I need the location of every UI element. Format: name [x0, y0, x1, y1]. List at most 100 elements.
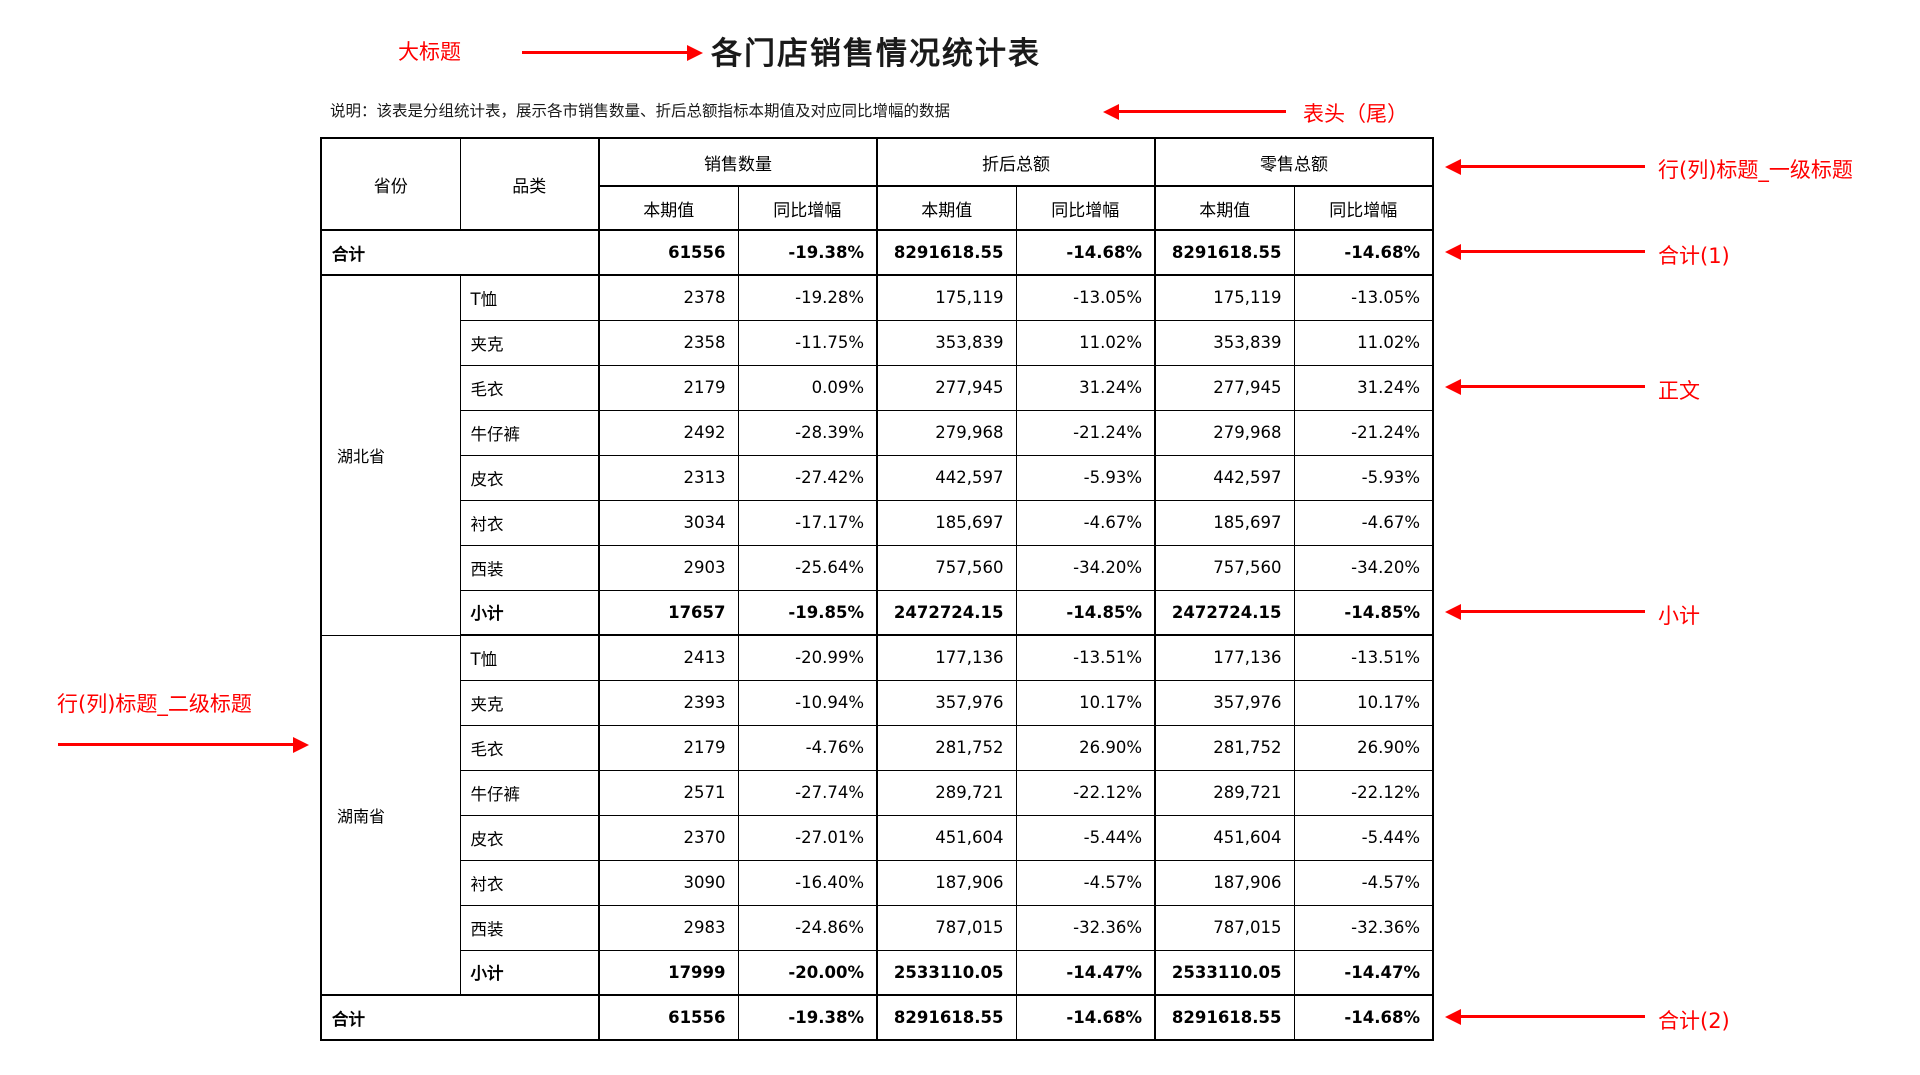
category-cell: 西装: [459, 904, 600, 951]
value-cell: 177,136: [1154, 634, 1295, 681]
value-cell: 187,906: [1154, 859, 1295, 906]
value-cell: 26.90%: [1293, 724, 1434, 771]
category-cell: T恤: [459, 274, 600, 321]
header-retail-total: 零售总额: [1154, 137, 1434, 187]
value-cell: 61556: [598, 994, 739, 1041]
value-cell: 10.17%: [1293, 679, 1434, 726]
province-cell: 湖北省: [320, 274, 461, 636]
arrow-left-icon: [1103, 103, 1286, 120]
value-cell: -19.38%: [737, 994, 878, 1041]
header-current-value: 本期值: [598, 185, 739, 231]
category-cell: 皮衣: [459, 814, 600, 861]
value-cell: 31.24%: [1293, 364, 1434, 411]
header-discounted-total: 折后总额: [876, 137, 1156, 187]
value-cell: -13.05%: [1293, 274, 1434, 321]
category-cell: 夹克: [459, 679, 600, 726]
value-cell: -13.51%: [1015, 634, 1156, 681]
stats-table: 省份 品类 销售数量 折后总额 零售总额 本期值 同比增幅 本期值 同比增幅 本…: [320, 137, 1434, 1041]
arrow-left-icon: [1445, 243, 1645, 260]
table-row: 西装 2903 -25.64% 757,560 -34.20% 757,560 -34.20…: [321, 544, 1434, 591]
value-cell: 26.90%: [1015, 724, 1156, 771]
value-cell: -27.74%: [737, 769, 878, 816]
value-cell: 451,604: [876, 814, 1017, 861]
category-cell: 小计: [459, 949, 600, 996]
value-cell: 61556: [598, 229, 739, 276]
value-cell: -32.36%: [1293, 904, 1434, 951]
category-cell: 牛仔裤: [459, 409, 600, 456]
table-body: 合计 61556 -19.38% 8291618.55 -14.68% 8291618.5…: [320, 229, 1434, 1041]
value-cell: 2358: [598, 319, 739, 366]
value-cell: 8291618.55: [1154, 229, 1295, 276]
value-cell: 3090: [598, 859, 739, 906]
value-cell: 2903: [598, 544, 739, 591]
value-cell: 2472724.15: [1154, 589, 1295, 636]
header-current-value: 本期值: [1154, 185, 1295, 231]
value-cell: 2393: [598, 679, 739, 726]
value-cell: 11.02%: [1293, 319, 1434, 366]
value-cell: 787,015: [876, 904, 1017, 951]
value-cell: 442,597: [876, 454, 1017, 501]
value-cell: -4.76%: [737, 724, 878, 771]
annotation-total-2: 合计(2): [1658, 1009, 1730, 1033]
grand-total-row-bottom: 合计 61556 -19.38% 8291618.55 -14.68% 8291618.5…: [320, 994, 1434, 1041]
value-cell: -4.67%: [1293, 499, 1434, 546]
value-cell: -19.38%: [737, 229, 878, 276]
arrow-left-icon: [1445, 603, 1645, 620]
value-cell: -4.67%: [1015, 499, 1156, 546]
value-cell: -34.20%: [1293, 544, 1434, 591]
value-cell: 185,697: [1154, 499, 1295, 546]
table-row: 衬衣 3034 -17.17% 185,697 -4.67% 185,697 -4.67%: [321, 499, 1434, 546]
value-cell: 357,976: [1154, 679, 1295, 726]
value-cell: -13.05%: [1015, 274, 1156, 321]
value-cell: 2179: [598, 364, 739, 411]
value-cell: 279,968: [876, 409, 1017, 456]
value-cell: 281,752: [876, 724, 1017, 771]
table-row: 牛仔裤 2492 -28.39% 279,968 -21.24% 279,968 -21.2…: [321, 409, 1434, 456]
value-cell: 2533110.05: [876, 949, 1017, 996]
value-cell: -34.20%: [1015, 544, 1156, 591]
value-cell: 357,976: [876, 679, 1017, 726]
value-cell: -4.57%: [1293, 859, 1434, 906]
header-yoy-growth: 同比增幅: [1015, 185, 1156, 231]
province-cell: 湖南省: [320, 634, 461, 996]
value-cell: -14.68%: [1015, 994, 1156, 1041]
value-cell: -27.42%: [737, 454, 878, 501]
table-row: 衬衣 3090 -16.40% 187,906 -4.57% 187,906 -4.57%: [321, 859, 1434, 906]
value-cell: 2533110.05: [1154, 949, 1295, 996]
value-cell: -5.93%: [1293, 454, 1434, 501]
category-cell: 夹克: [459, 319, 600, 366]
total-label-cell: 合计: [320, 994, 600, 1041]
page-title: 各门店销售情况统计表: [711, 36, 1041, 72]
value-cell: -20.00%: [737, 949, 878, 996]
value-cell: 3034: [598, 499, 739, 546]
header-yoy-growth: 同比增幅: [737, 185, 878, 231]
header-row-groups: 省份 品类 销售数量 折后总额 零售总额: [320, 137, 1434, 231]
value-cell: 787,015: [1154, 904, 1295, 951]
value-cell: 289,721: [876, 769, 1017, 816]
value-cell: 2413: [598, 634, 739, 681]
table-row: 夹克 2393 -10.94% 357,976 10.17% 357,976 10.17%: [321, 679, 1434, 726]
value-cell: -11.75%: [737, 319, 878, 366]
value-cell: 175,119: [876, 274, 1017, 321]
header-yoy-growth: 同比增幅: [1293, 185, 1434, 231]
annotation-body-text: 正文: [1658, 379, 1700, 403]
value-cell: -4.57%: [1015, 859, 1156, 906]
table-row: 皮衣 2370 -27.01% 451,604 -5.44% 451,604 -5.44%: [321, 814, 1434, 861]
table-row: 湖南省 T恤 2413 -20.99% 177,136 -13.51% 177,136 -13…: [320, 634, 1434, 996]
arrow-left-icon: [1445, 158, 1645, 175]
value-cell: -14.47%: [1015, 949, 1156, 996]
value-cell: -14.85%: [1293, 589, 1434, 636]
value-cell: 8291618.55: [1154, 994, 1295, 1041]
header-province: 省份: [320, 137, 461, 231]
table-row: 湖北省 T恤 2378 -19.28% 175,119 -13.05% 175,119 -13…: [320, 274, 1434, 636]
value-cell: -25.64%: [737, 544, 878, 591]
category-cell: 毛衣: [459, 364, 600, 411]
category-cell: 小计: [459, 589, 600, 636]
value-cell: -14.68%: [1293, 229, 1434, 276]
table-row: 皮衣 2313 -27.42% 442,597 -5.93% 442,597 -5.93%: [321, 454, 1434, 501]
value-cell: 289,721: [1154, 769, 1295, 816]
value-cell: 31.24%: [1015, 364, 1156, 411]
value-cell: 17657: [598, 589, 739, 636]
value-cell: 175,119: [1154, 274, 1295, 321]
value-cell: 2313: [598, 454, 739, 501]
